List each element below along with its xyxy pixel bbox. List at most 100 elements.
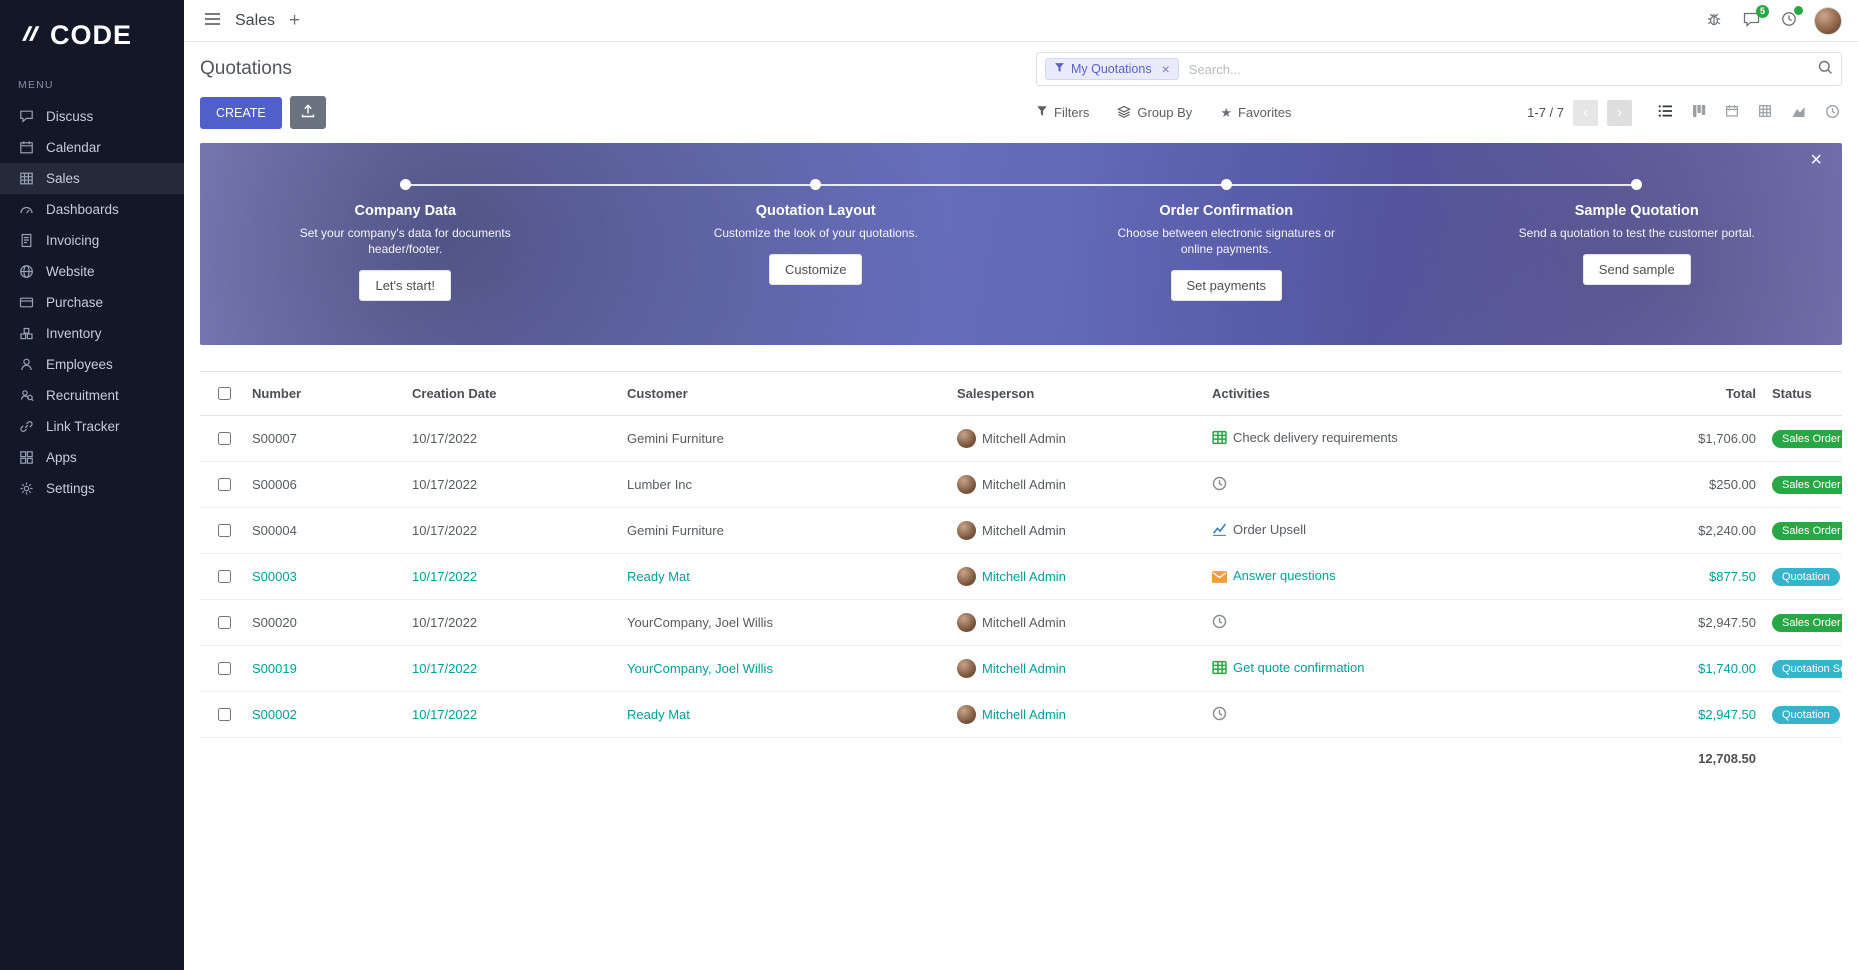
- export-button[interactable]: [289, 96, 326, 129]
- line-chart-icon[interactable]: [1212, 522, 1227, 540]
- column-header-creation-date[interactable]: Creation Date: [404, 371, 619, 416]
- sidebar-item-link-tracker[interactable]: Link Tracker: [0, 411, 184, 442]
- creation-date: 10/17/2022: [412, 661, 478, 676]
- debug-button[interactable]: [1702, 7, 1726, 34]
- clock-icon[interactable]: [1212, 614, 1227, 632]
- row-checkbox[interactable]: [218, 432, 231, 445]
- graph-view-icon: [1791, 104, 1806, 121]
- active-app-name[interactable]: Sales: [235, 11, 276, 29]
- table-row[interactable]: S00002 10/17/2022 Ready Mat Mitchell Adm…: [200, 691, 1842, 738]
- total-amount: $1,740.00: [1698, 661, 1756, 676]
- table-row[interactable]: S00003 10/17/2022 Ready Mat Mitchell Adm…: [200, 553, 1842, 600]
- clock-icon[interactable]: [1212, 476, 1227, 494]
- sidebar-item-sales[interactable]: Sales: [0, 163, 184, 194]
- search-bar[interactable]: My Quotations ×: [1036, 52, 1842, 86]
- cell-activities: Get quote confirmation: [1204, 645, 1654, 692]
- row-checkbox[interactable]: [218, 570, 231, 583]
- sidebar-item-recruitment[interactable]: Recruitment: [0, 380, 184, 411]
- table-row[interactable]: S00006 10/17/2022 Lumber Inc Mitchell Ad…: [200, 461, 1842, 508]
- menu-toggle-button[interactable]: [200, 8, 225, 33]
- user-avatar[interactable]: [1814, 6, 1842, 35]
- filters-button[interactable]: Filters: [1036, 101, 1089, 124]
- cell-creation-date: 10/17/2022: [404, 691, 619, 738]
- spreadsheet-icon[interactable]: [1212, 660, 1227, 678]
- topbar: Sales + 5: [184, 0, 1858, 42]
- favorites-button[interactable]: ★ Favorites: [1220, 101, 1291, 125]
- graph-view-button[interactable]: [1789, 102, 1808, 123]
- pivot-view-button[interactable]: [1756, 102, 1774, 123]
- column-header-total[interactable]: Total: [1654, 371, 1764, 416]
- row-checkbox[interactable]: [218, 478, 231, 491]
- group-by-button[interactable]: Group By: [1117, 101, 1192, 125]
- cell-creation-date: 10/17/2022: [404, 553, 619, 600]
- row-checkbox[interactable]: [218, 708, 231, 721]
- sidebar-item-discuss[interactable]: Discuss: [0, 101, 184, 132]
- activity-label[interactable]: Get quote confirmation: [1233, 659, 1365, 675]
- column-header-customer[interactable]: Customer: [619, 371, 949, 416]
- sidebar-item-invoicing[interactable]: Invoicing: [0, 225, 184, 256]
- plus-button[interactable]: +: [285, 7, 304, 34]
- messages-button[interactable]: 5: [1739, 4, 1769, 34]
- sidebar-item-website[interactable]: Website: [0, 256, 184, 287]
- calendar-view-button[interactable]: [1723, 102, 1741, 123]
- status-badge: Quotation: [1772, 567, 1840, 586]
- close-banner-icon[interactable]: ×: [1804, 149, 1828, 171]
- sidebar-item-dashboards[interactable]: Dashboards: [0, 194, 184, 225]
- activity-label[interactable]: Answer questions: [1233, 567, 1336, 583]
- column-header-number[interactable]: Number: [244, 371, 404, 416]
- column-header-activities[interactable]: Activities: [1204, 371, 1654, 416]
- activities-badge-dot: [1794, 6, 1803, 15]
- send-sample-button[interactable]: Send sample: [1582, 254, 1691, 286]
- row-checkbox[interactable]: [218, 616, 231, 629]
- kanban-view-button[interactable]: [1690, 102, 1708, 123]
- list-view-button[interactable]: [1656, 102, 1675, 123]
- activity-view-button[interactable]: [1823, 102, 1842, 124]
- salesperson-name: Mitchell Admin: [982, 523, 1066, 538]
- table-row[interactable]: S00007 10/17/2022 Gemini Furniture Mitch…: [200, 415, 1842, 462]
- cell-total: $2,947.50: [1654, 599, 1764, 646]
- row-checkbox[interactable]: [218, 662, 231, 675]
- cell-salesperson: Mitchell Admin: [949, 691, 1204, 738]
- table-row[interactable]: S00019 10/17/2022 YourCompany, Joel Will…: [200, 645, 1842, 692]
- customize-button[interactable]: Customize: [769, 254, 863, 286]
- sidebar-item-label: Invoicing: [46, 233, 100, 248]
- envelope-icon[interactable]: [1212, 570, 1227, 586]
- activity-label[interactable]: Check delivery requirements: [1233, 429, 1398, 445]
- step-dot-icon: [1220, 179, 1232, 190]
- sidebar-item-purchase[interactable]: Purchase: [0, 287, 184, 318]
- sidebar-item-inventory[interactable]: Inventory: [0, 318, 184, 349]
- search-facet[interactable]: My Quotations ×: [1045, 58, 1179, 80]
- select-all-checkbox[interactable]: [218, 387, 231, 400]
- search-icon[interactable]: [1818, 60, 1833, 78]
- set-payments-button[interactable]: Set payments: [1170, 270, 1282, 302]
- create-button[interactable]: CREATE: [200, 96, 282, 129]
- cell-creation-date: 10/17/2022: [404, 645, 619, 692]
- cell-number: S00020: [244, 599, 404, 646]
- total-amount: $250.00: [1709, 477, 1756, 492]
- cell-creation-date: 10/17/2022: [404, 415, 619, 462]
- pager-next-button[interactable]: ›: [1607, 99, 1632, 126]
- spreadsheet-icon[interactable]: [1212, 430, 1227, 448]
- cell-creation-date: 10/17/2022: [404, 461, 619, 508]
- lets-start-button[interactable]: Let's start!: [359, 270, 452, 302]
- row-checkbox[interactable]: [218, 524, 231, 537]
- sidebar-item-label: Employees: [46, 357, 113, 372]
- onboarding-step-quotation-layout: Quotation Layout Customize the look of y…: [611, 179, 1022, 301]
- sidebar-item-calendar[interactable]: Calendar: [0, 132, 184, 163]
- remove-facet-icon[interactable]: ×: [1161, 61, 1170, 77]
- status-badge: Sales Order: [1772, 475, 1842, 494]
- activity-label[interactable]: Order Upsell: [1233, 521, 1306, 537]
- app-logo[interactable]: CODE: [0, 0, 184, 79]
- column-header-status[interactable]: Status: [1764, 371, 1842, 416]
- sidebar-item-employees[interactable]: Employees: [0, 349, 184, 380]
- onboarding-step-company-data: Company Data Set your company's data for…: [200, 179, 611, 302]
- column-header-salesperson[interactable]: Salesperson: [949, 371, 1204, 416]
- clock-icon[interactable]: [1212, 706, 1227, 724]
- table-row[interactable]: S00004 10/17/2022 Gemini Furniture Mitch…: [200, 507, 1842, 554]
- sidebar-item-apps[interactable]: Apps: [0, 442, 184, 473]
- activities-button[interactable]: [1777, 6, 1803, 34]
- search-input[interactable]: [1186, 60, 1810, 78]
- pager-previous-button[interactable]: ‹: [1573, 99, 1598, 126]
- sidebar-item-settings[interactable]: Settings: [0, 473, 184, 504]
- table-row[interactable]: S00020 10/17/2022 YourCompany, Joel Will…: [200, 599, 1842, 646]
